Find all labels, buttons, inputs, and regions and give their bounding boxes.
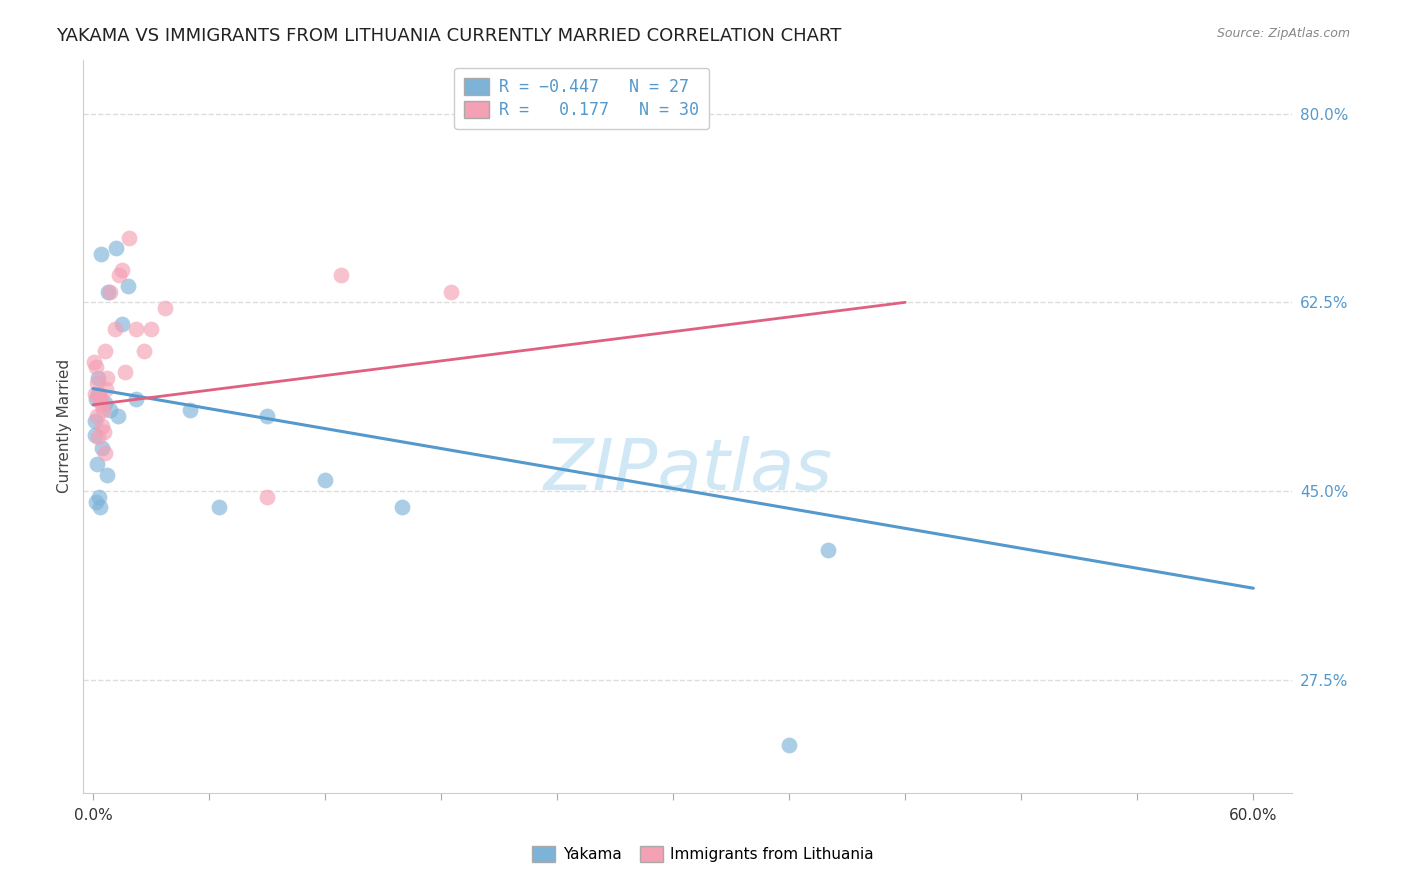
Text: Source: ZipAtlas.com: Source: ZipAtlas.com [1216, 27, 1350, 40]
Text: ZIPatlas: ZIPatlas [543, 436, 832, 505]
Point [86, 376, 108, 391]
Point [132, 343, 155, 358]
Text: YAKAMA VS IMMIGRANTS FROM LITHUANIA CURRENTLY MARRIED CORRELATION CHART: YAKAMA VS IMMIGRANTS FROM LITHUANIA CURR… [56, 27, 842, 45]
Point [314, 474, 336, 488]
Point [778, 738, 800, 752]
Point [83, 354, 105, 368]
Point [208, 500, 231, 515]
Point [111, 263, 134, 277]
Point [94, 382, 117, 396]
Point [139, 322, 162, 336]
Point [817, 543, 839, 558]
Point [91, 419, 114, 434]
Point [98, 285, 121, 299]
Point [84, 360, 107, 375]
Point [125, 322, 148, 336]
Point [98, 403, 121, 417]
Point [108, 268, 131, 283]
Point [90, 441, 112, 455]
Point [93, 425, 115, 439]
Point [84, 387, 107, 401]
Point [114, 366, 136, 380]
Point [93, 395, 115, 409]
Point [90, 392, 112, 407]
Point [87, 387, 110, 401]
Point [87, 387, 110, 401]
Point [440, 285, 463, 299]
Point [87, 371, 110, 385]
Point [97, 285, 120, 299]
Point [83, 428, 105, 442]
Point [105, 241, 128, 255]
Y-axis label: Currently Married: Currently Married [58, 359, 72, 493]
Point [111, 317, 134, 331]
Legend: R = −0.447   N = 27, R =   0.177   N = 30: R = −0.447 N = 27, R = 0.177 N = 30 [454, 68, 709, 129]
Point [117, 279, 139, 293]
Point [91, 403, 114, 417]
Point [256, 409, 278, 423]
Point [89, 500, 111, 515]
Point [86, 457, 108, 471]
Point [93, 343, 115, 358]
Point [84, 495, 107, 509]
Point [86, 409, 108, 423]
Point [391, 500, 413, 515]
Point [94, 446, 117, 460]
Point [96, 467, 118, 482]
Legend: Yakama, Immigrants from Lithuania: Yakama, Immigrants from Lithuania [526, 840, 880, 868]
Point [118, 230, 141, 244]
Point [104, 322, 127, 336]
Point [107, 409, 129, 423]
Point [329, 268, 352, 283]
Point [124, 392, 146, 407]
Point [256, 490, 278, 504]
Point [155, 301, 177, 315]
Point [87, 490, 110, 504]
Point [87, 430, 110, 444]
Point [96, 371, 118, 385]
Point [89, 392, 111, 407]
Point [179, 403, 201, 417]
Point [90, 398, 112, 412]
Point [86, 392, 108, 407]
Point [84, 414, 107, 428]
Point [90, 247, 112, 261]
